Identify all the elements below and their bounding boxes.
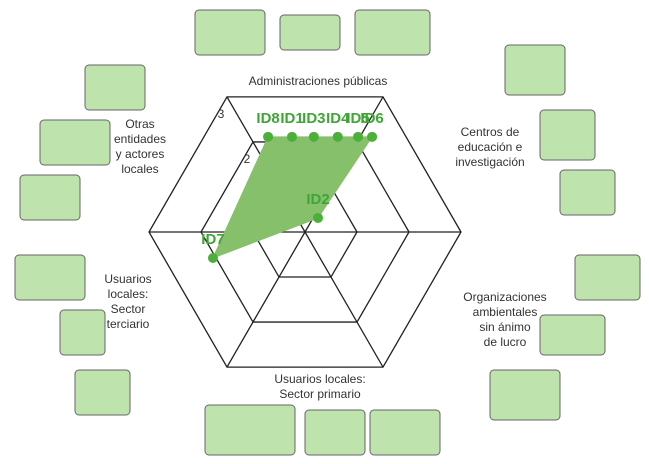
illustration	[539, 109, 596, 161]
data-point	[263, 131, 274, 142]
illustrations	[14, 9, 641, 456]
axis-label: Centros de	[461, 125, 520, 139]
axis-label: investigación	[455, 155, 524, 169]
grid-ring	[148, 96, 462, 368]
illustration	[14, 254, 86, 301]
illustration	[279, 14, 341, 51]
point-label: ID3	[302, 110, 325, 127]
axis-label: Usuarios locales:	[274, 372, 365, 386]
axis-label: de lucro	[484, 335, 527, 349]
illustration	[39, 119, 111, 166]
r-tick-label: 3	[218, 107, 225, 121]
axis-label: Organizaciones	[463, 290, 546, 304]
data-point	[353, 131, 364, 142]
axis-label: Sector	[111, 302, 146, 316]
data-point	[287, 131, 297, 142]
data-point	[332, 131, 343, 142]
illustration	[354, 9, 431, 56]
axis-label: Otras	[125, 117, 154, 131]
data-point	[313, 212, 323, 223]
illustration	[84, 64, 146, 111]
illustration	[74, 369, 131, 416]
illustration	[574, 254, 641, 301]
illustration	[504, 44, 566, 96]
point-label: ID4	[326, 110, 350, 127]
axis-label: educación e	[458, 140, 523, 154]
illustration	[369, 409, 441, 456]
axis-label: ambientales	[473, 305, 538, 319]
illustration	[19, 174, 81, 221]
axis-label: Usuarios	[104, 272, 151, 286]
illustration	[559, 169, 616, 216]
axis-label: y actores	[116, 147, 165, 161]
spoke	[304, 231, 384, 368]
axis-label: terciario	[107, 317, 150, 331]
illustration	[194, 9, 266, 56]
illustration	[304, 409, 366, 456]
point-label: ID5	[346, 110, 369, 127]
illustration	[59, 309, 106, 356]
axis-label: locales:	[108, 287, 149, 301]
r-tick-label: 2	[244, 152, 251, 166]
axis-label: locales	[121, 162, 158, 176]
data-point	[367, 131, 378, 142]
point-label: ID6	[360, 110, 383, 127]
axis-label: Sector primario	[279, 387, 361, 401]
point-label: ID7	[201, 231, 224, 248]
data-point	[207, 253, 218, 263]
point-label: ID8	[256, 110, 279, 127]
illustration	[539, 314, 606, 356]
spoke	[226, 231, 306, 368]
point-label: ID1	[280, 110, 303, 127]
axis-label: Administraciones públicas	[249, 74, 388, 88]
illustration	[489, 369, 561, 421]
axis-label: entidades	[114, 132, 166, 146]
data-point	[308, 131, 319, 142]
data-area	[212, 136, 374, 259]
point-label: ID2	[306, 191, 329, 208]
axis-label: sin ánimo	[479, 320, 531, 334]
illustration	[204, 404, 296, 456]
